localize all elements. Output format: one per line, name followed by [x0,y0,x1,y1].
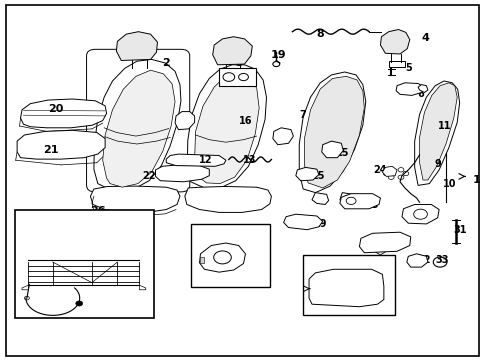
Text: 1: 1 [472,175,480,185]
Text: 30: 30 [417,206,430,216]
Bar [219,68,255,86]
Polygon shape [94,59,181,190]
Polygon shape [20,99,106,128]
Polygon shape [22,285,28,290]
Polygon shape [406,254,427,267]
Polygon shape [90,186,180,212]
Polygon shape [272,128,293,145]
Polygon shape [308,269,383,307]
Text: 10: 10 [442,179,456,189]
Text: 8: 8 [316,29,324,39]
Text: 7: 7 [299,110,306,120]
Bar [15,210,154,318]
Bar [191,170,196,178]
Text: 18: 18 [226,71,242,81]
Text: 33: 33 [435,255,448,265]
Polygon shape [339,193,355,204]
Polygon shape [194,72,259,184]
Polygon shape [299,72,365,193]
Polygon shape [339,194,380,209]
Text: 15: 15 [335,148,348,158]
Text: 6: 6 [416,89,423,99]
Polygon shape [283,214,322,230]
Text: 4: 4 [421,33,428,43]
Bar [167,170,172,178]
Text: 13: 13 [242,155,256,165]
Text: 35: 35 [319,255,333,265]
Polygon shape [102,70,175,187]
Text: 32: 32 [417,255,430,265]
Polygon shape [199,257,204,263]
Text: 34: 34 [344,298,357,308]
Bar [175,170,180,178]
FancyBboxPatch shape [86,49,189,192]
Polygon shape [414,81,459,185]
Text: 22: 22 [142,171,156,181]
Polygon shape [199,243,245,272]
Text: 12: 12 [198,155,212,165]
Text: 21: 21 [43,145,59,156]
Polygon shape [380,30,409,54]
Text: 19: 19 [270,50,286,60]
Text: 24: 24 [373,165,386,175]
Polygon shape [419,83,456,180]
Text: 5: 5 [404,63,411,73]
Text: 26: 26 [90,206,105,216]
Polygon shape [139,285,145,290]
Polygon shape [175,112,194,130]
Polygon shape [311,193,328,204]
Polygon shape [417,85,427,93]
Polygon shape [116,32,157,60]
Text: 25: 25 [310,171,324,181]
Text: 27: 27 [34,225,49,235]
Text: 28: 28 [218,237,231,247]
Polygon shape [187,65,266,188]
Polygon shape [401,204,438,224]
Circle shape [76,301,82,306]
Text: 23: 23 [364,200,378,210]
Text: 2: 2 [162,58,170,68]
Text: 17: 17 [388,236,402,246]
Polygon shape [184,186,271,212]
Text: 14: 14 [274,132,287,143]
Bar [303,255,394,315]
Polygon shape [359,232,410,253]
Text: 9: 9 [433,159,440,169]
Polygon shape [155,165,209,182]
Polygon shape [395,83,424,95]
Polygon shape [382,166,396,176]
Bar [183,170,188,178]
Polygon shape [212,37,252,65]
Text: 11: 11 [437,121,451,131]
Bar [190,224,269,287]
Polygon shape [304,76,364,188]
Text: 20: 20 [48,104,64,114]
Text: 16: 16 [239,116,252,126]
Text: 3: 3 [235,58,243,68]
Bar [388,61,404,67]
Polygon shape [166,154,225,166]
Text: 29: 29 [313,219,326,229]
Polygon shape [295,167,318,181]
Polygon shape [321,141,343,158]
Polygon shape [17,130,105,159]
Text: 31: 31 [452,225,466,235]
